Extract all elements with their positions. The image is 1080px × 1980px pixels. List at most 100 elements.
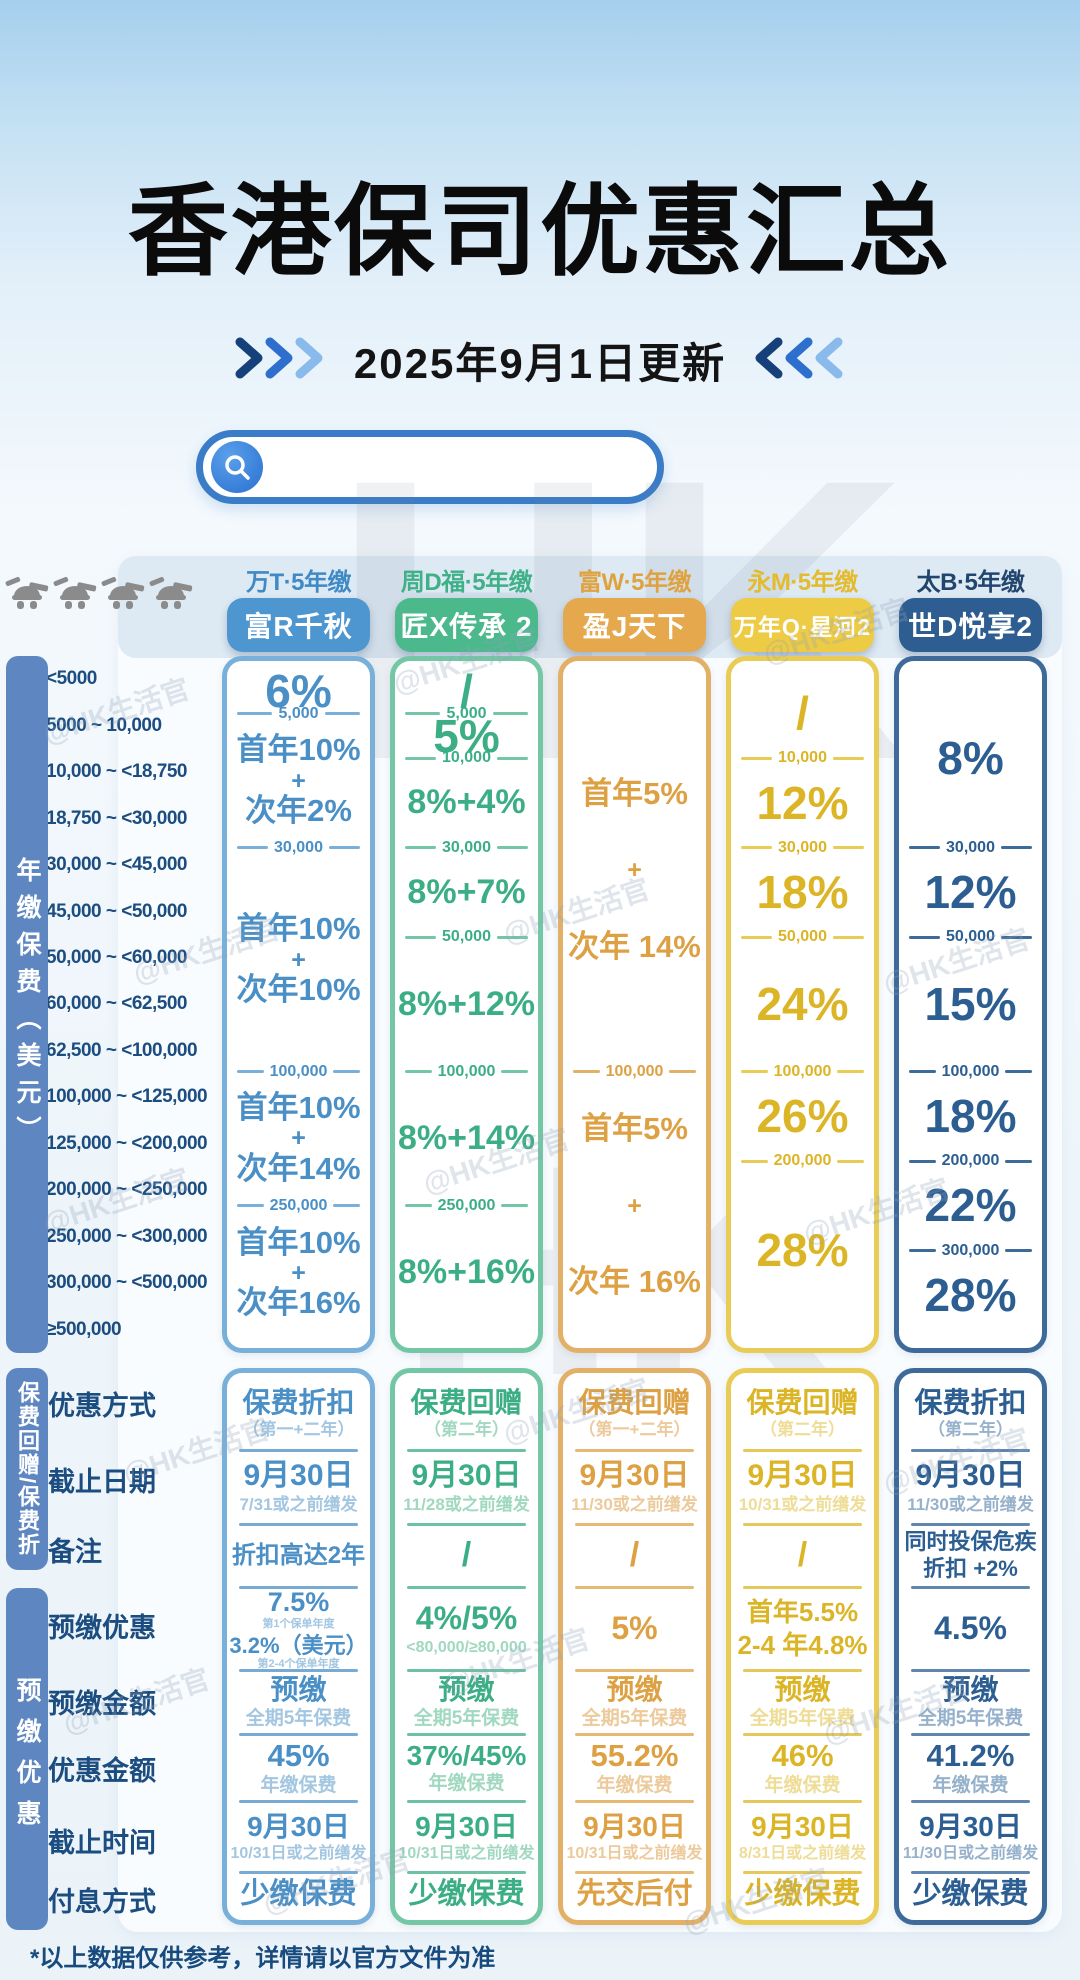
- search-input[interactable]: [275, 450, 637, 484]
- tier-cell: 22%: [924, 1179, 1017, 1232]
- tier-cell: 8%+4%: [407, 783, 526, 822]
- promo-cell-interest-method: 少缴保费: [744, 1877, 861, 1910]
- promo-cell-prepay-deadline: 9月30日 10/31日或之前缮发: [230, 1810, 367, 1863]
- promo-cell-method: 保费回赠 （第二年）: [410, 1387, 523, 1440]
- tier-cell: 18%: [924, 1090, 1017, 1143]
- product-pill: 匠X传承 2: [395, 598, 538, 652]
- row-separator: [407, 1732, 526, 1736]
- row-separator: [911, 1522, 1030, 1526]
- tier-cell: 8%+14%: [397, 1118, 536, 1157]
- promo-cell-deadline: 9月30日 11/30或之前缮发: [907, 1459, 1034, 1514]
- row-separator: [743, 1449, 862, 1453]
- promo-card: 保费回赠 （第二年） 9月30日 11/28或之前缮发 / 4%/5% <80,000/≥8…: [390, 1368, 543, 1925]
- cannon-icons: [4, 572, 194, 612]
- row-separator: [239, 1522, 358, 1526]
- tier-cell: 28%: [756, 1224, 849, 1277]
- row-separator: [407, 1871, 526, 1875]
- row-separator: [407, 1449, 526, 1453]
- promo-cell-interest-method: 少缴保费: [408, 1877, 525, 1910]
- column-4: 永M·5年缴 万年Q·星河2/10,000 12% 30,000 18% 50,000 24…: [726, 0, 879, 1980]
- product-pill: 盈J天下: [563, 598, 706, 652]
- promo-cell-interest-method: 少缴保费: [240, 1877, 357, 1910]
- row-separator: [407, 1522, 526, 1526]
- promo-cell-deadline: 9月30日 7/31或之前缮发: [239, 1459, 358, 1514]
- promo-cell-note: /: [797, 1535, 808, 1574]
- cannon-icon: [53, 576, 97, 609]
- company-label: 富W·5年缴: [578, 569, 692, 596]
- tier-cell: 12%: [924, 866, 1017, 919]
- tier-card: /10,000 12% 30,000 18% 50,000 24% 100,000 26% 20…: [726, 656, 879, 1353]
- column-1: 万T·5年缴 富R千秋 6% 5,000 首年10% + 次年2% 30,000 首年10% + 次…: [222, 0, 375, 1980]
- promo-cell-discount-amount: 55.2% 年缴保费: [590, 1738, 679, 1796]
- search-icon[interactable]: [211, 441, 263, 493]
- row-separator: [911, 1586, 1030, 1590]
- promo-cell-deadline: 9月30日 11/30或之前缮发: [571, 1459, 698, 1514]
- promo-cell-method: 保费折扣 （第二年）: [914, 1387, 1027, 1440]
- row-separator: [743, 1669, 862, 1673]
- promo-cell-note: /: [629, 1535, 640, 1574]
- promo-cell-prepay-rate: 首年5.5% 2-4 年4.8%: [737, 1597, 868, 1660]
- row-separator: [239, 1871, 358, 1875]
- promo-cell-interest-method: 少缴保费: [912, 1877, 1029, 1910]
- promo-cell-method: 保费折扣 （第一+二年）: [242, 1387, 355, 1440]
- row-separator: [575, 1449, 694, 1453]
- tier-cell: 12%: [756, 776, 849, 829]
- page-title: 香港保司优惠汇总: [128, 176, 952, 288]
- row-separator: [575, 1800, 694, 1804]
- tier-label: 60,000 ~ <62,500: [46, 993, 187, 1015]
- promo-card: 保费回赠 （第一+二年） 9月30日 11/30或之前缮发 / 5% 预缴 全期5年保费 55.…: [558, 1368, 711, 1925]
- tier-cell: 8%: [937, 732, 1004, 785]
- tier-label: 5000 ~ 10,000: [46, 714, 162, 736]
- company-label: 万T·5年缴: [246, 569, 352, 596]
- company-label: 太B·5年缴: [916, 569, 1025, 596]
- tier-label: 125,000 ~ <200,000: [46, 1132, 208, 1154]
- row-separator: [239, 1586, 358, 1590]
- product-pill: 世D悦享2: [899, 598, 1042, 652]
- tier-cell: /: [460, 665, 473, 718]
- row-separator: [911, 1669, 1030, 1673]
- promo-cell-prepay-amount: 预缴 全期5年保费: [413, 1674, 520, 1729]
- tier-label: 62,500 ~ <100,000: [46, 1039, 198, 1061]
- tier-label: 30,000 ~ <45,000: [46, 854, 187, 876]
- promo-cell-discount-amount: 41.2% 年缴保费: [926, 1738, 1015, 1796]
- promo-cell-prepay-deadline: 9月30日 10/31日或之前缮发: [566, 1810, 703, 1863]
- tier-cell: 8%+12%: [397, 984, 536, 1023]
- tier-label: 45,000 ~ <50,000: [46, 900, 187, 922]
- column-2: 周D福·5年缴 匠X传承 2/5,000 5% 10,000 8%+4% 30,000 8%…: [390, 0, 543, 1980]
- tier-cell: 28%: [924, 1268, 1017, 1321]
- tier-label: 50,000 ~ <60,000: [46, 947, 187, 969]
- row-separator: [911, 1732, 1030, 1736]
- sidebar-section-2: 保费回赠/保费折: [6, 1368, 48, 1570]
- row-separator: [911, 1871, 1030, 1875]
- row-separator: [743, 1732, 862, 1736]
- tier-cell: 8%+16%: [397, 1253, 536, 1292]
- promo-cell-interest-method: 先交后付: [576, 1877, 693, 1910]
- tier-label: 250,000 ~ <300,000: [46, 1225, 208, 1247]
- promo-cell-prepay-deadline: 9月30日 8/31日或之前缮发: [738, 1810, 867, 1863]
- promo-card: 保费回赠 （第二年） 9月30日 10/31或之前缮发 / 首年5.5% 2-4 年4.8%…: [726, 1368, 879, 1925]
- tier-cell: 6%: [265, 665, 332, 718]
- tier-label: 18,750 ~ <30,000: [46, 807, 187, 829]
- search-bar[interactable]: [196, 430, 664, 504]
- column-3: 富W·5年缴 盈J天下 首年5% + 次年 14% 100,000 首年5% + 次年 16% 保…: [558, 0, 711, 1980]
- row-separator: [239, 1732, 358, 1736]
- tier-cell: 15%: [924, 978, 1017, 1031]
- column-5: 太B·5年缴 世D悦享2 8% 30,000 12% 50,000 15% 100,000 18…: [894, 0, 1047, 1980]
- tier-cell: 首年10% + 次年2%: [236, 732, 361, 829]
- promo-cell-prepay-rate: 7.5% 第1个保单年度 3.2%（美元） 第2-4个保单年度: [229, 1587, 368, 1670]
- sidebar-section-3: 预缴优惠: [6, 1588, 48, 1930]
- promo-cell-prepay-deadline: 9月30日 10/31日或之前缮发: [398, 1810, 535, 1863]
- sidebar-section-1: 年缴保费（美元）: [6, 656, 48, 1353]
- promo-cell-note: /: [461, 1535, 472, 1574]
- cannon-icon: [101, 576, 145, 609]
- row-separator: [743, 1800, 862, 1804]
- promo-cell-method: 保费回赠 （第二年）: [746, 1387, 859, 1440]
- row-separator: [911, 1800, 1030, 1804]
- promo-cell-discount-amount: 45% 年缴保费: [260, 1738, 337, 1796]
- tier-cell: 首年5% + 次年 14%: [568, 775, 701, 964]
- row-separator: [407, 1669, 526, 1673]
- promo-cell-discount-amount: 37%/45% 年缴保费: [406, 1739, 527, 1795]
- row-separator: [575, 1522, 694, 1526]
- promo-cell-discount-amount: 46% 年缴保费: [764, 1738, 841, 1796]
- promo-cell-prepay-rate: 4.5%: [934, 1610, 1007, 1647]
